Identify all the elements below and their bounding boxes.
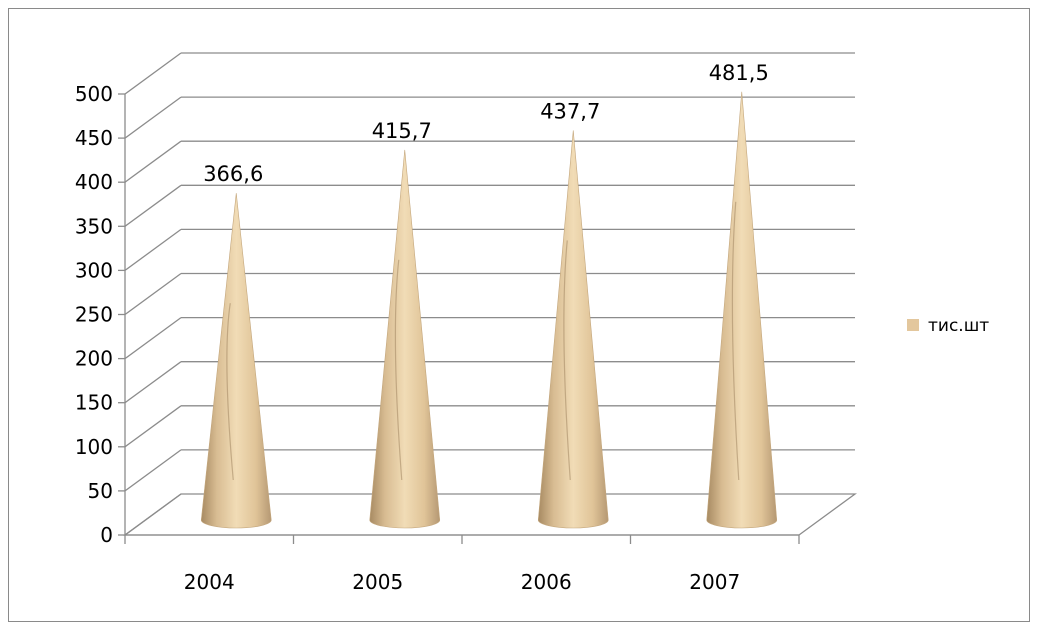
- gridline-diagonal: [124, 317, 182, 360]
- cones: [200, 91, 778, 529]
- cone-bar: [200, 193, 272, 529]
- gridline-diagonal: [124, 52, 182, 95]
- data-labels: 366,6 415,7 437,7 481,5: [203, 61, 769, 186]
- y-tick-label: 250: [75, 303, 113, 327]
- y-tick-label: 300: [75, 258, 113, 282]
- cone-body: [369, 149, 441, 529]
- y-tick-label: 350: [75, 214, 113, 238]
- cone-bar: [369, 149, 441, 529]
- cone-bar: [706, 91, 778, 529]
- y-tick-label: 100: [75, 435, 113, 459]
- y-tick-label: 500: [75, 82, 113, 106]
- gridline-diagonal: [124, 405, 182, 448]
- chart-frame: [8, 8, 1030, 622]
- y-tick-label: 200: [75, 347, 113, 371]
- y-tick-labels: 0 50 100 150 200 250 300 350 400 450 500: [75, 82, 113, 547]
- data-label: 481,5: [709, 61, 769, 85]
- gridline-diagonal: [124, 228, 182, 271]
- cone-bar: [537, 130, 609, 529]
- x-tick-label: 2005: [352, 570, 403, 594]
- cone-texture: [226, 303, 234, 481]
- data-label: 366,6: [203, 162, 263, 186]
- x-tick-labels: 2004 2005 2006 2007: [184, 570, 740, 594]
- legend: тис.шт: [907, 316, 989, 336]
- data-label: 437,7: [540, 99, 600, 123]
- cone-texture: [563, 240, 571, 481]
- y-tick-label: 50: [88, 479, 113, 503]
- axes: [123, 493, 857, 544]
- data-label: 415,7: [372, 119, 432, 143]
- gridline-diagonal: [124, 96, 182, 139]
- cone-texture: [394, 259, 403, 481]
- cone-body: [200, 193, 272, 529]
- x-tick-label: 2007: [689, 570, 740, 594]
- y-tick-label: 150: [75, 391, 113, 415]
- y-tick-label: 400: [75, 170, 113, 194]
- cone-body: [537, 130, 609, 529]
- gridline-diagonal: [124, 272, 182, 316]
- gridline-diagonal: [124, 140, 182, 183]
- legend-label: тис.шт: [928, 316, 989, 336]
- x-tick-label: 2004: [184, 570, 235, 594]
- x-tick-label: 2006: [521, 570, 572, 594]
- cone-body: [706, 91, 778, 529]
- cone-texture: [731, 201, 740, 481]
- y-tick-label: 0: [100, 523, 113, 547]
- gridline-diagonal: [124, 184, 182, 227]
- legend-swatch: [907, 319, 919, 331]
- y-tick-label: 450: [75, 126, 113, 150]
- gridline-diagonal: [124, 449, 182, 492]
- gridline-diagonal: [124, 361, 182, 404]
